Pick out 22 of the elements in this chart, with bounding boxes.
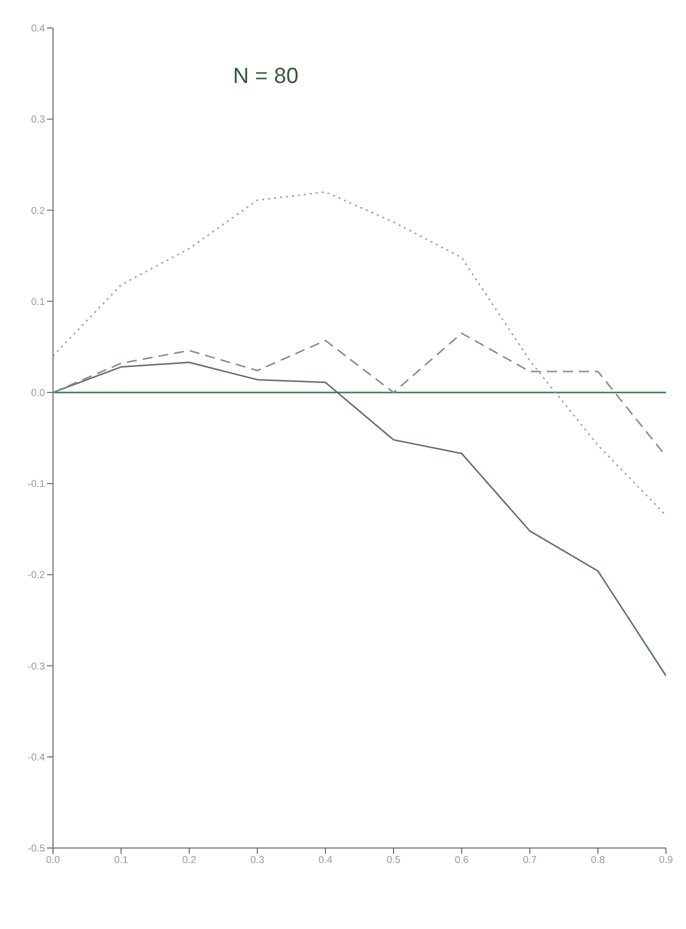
y-tick-label: 0.0 (31, 388, 46, 399)
y-tick-label: 0.4 (31, 24, 46, 35)
x-tick-label: 0.5 (386, 855, 401, 866)
y-tick-label: -0.2 (28, 570, 46, 582)
x-tick-label: 0.6 (454, 855, 470, 866)
x-tick-label: 0.3 (250, 855, 265, 866)
y-tick-label: 0.3 (31, 114, 46, 126)
y-tick-label: -0.1 (28, 479, 46, 490)
y-tick-label: -0.3 (28, 661, 46, 672)
x-tick-label: 0.0 (46, 855, 60, 866)
x-tick-label: 0.7 (522, 855, 538, 866)
y-tick-label: 0.1 (31, 296, 46, 308)
y-tick-label: -0.5 (28, 844, 46, 855)
line-series (53, 191, 666, 516)
y-tick-label: -0.4 (28, 752, 46, 764)
y-tick-label: 0.2 (31, 206, 46, 217)
x-tick-label: 0.4 (318, 855, 333, 866)
x-tick-label: 0.8 (590, 855, 606, 866)
x-tick-label: 0.9 (659, 855, 674, 866)
x-tick-label: 0.2 (182, 855, 197, 866)
annotation: N = 80 (233, 63, 298, 89)
x-tick-label: 0.1 (114, 855, 128, 866)
